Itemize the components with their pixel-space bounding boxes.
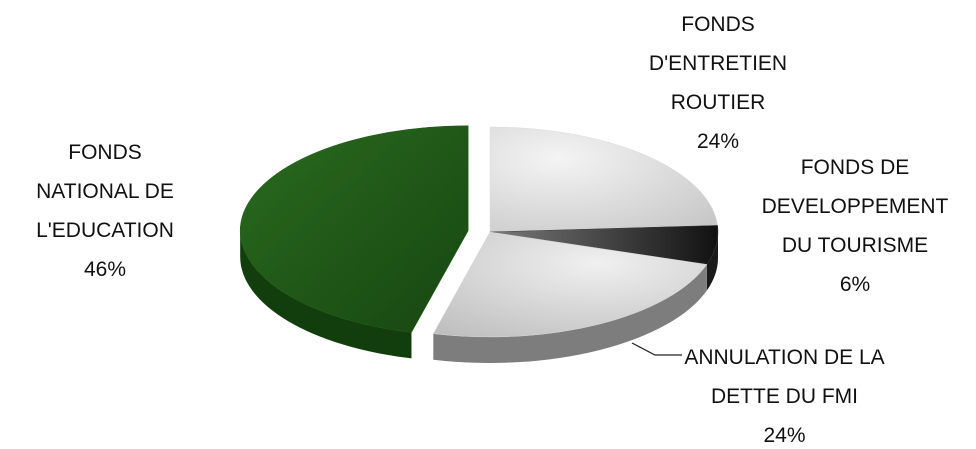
slice	[239, 125, 469, 359]
slice-side	[433, 264, 707, 364]
slice-side	[706, 232, 718, 291]
category-name: ANNULATION DE LA DETTE DU FMI	[684, 346, 885, 408]
leader-line	[631, 342, 682, 356]
slice-side	[240, 230, 412, 359]
slice-label: ANNULATION DE LA DETTE DU FMI 24%	[677, 338, 892, 449]
value-label: 46%	[83, 258, 127, 281]
category-name: FONDS NATIONAL DE L'EDUCATION	[36, 141, 174, 242]
slice	[432, 231, 708, 364]
slice-label: FONDS NATIONAL DE L'EDUCATION 46%	[15, 133, 195, 289]
category-name: FONDS DE DEVELOPPEMENT DU TOURISME	[761, 156, 949, 257]
slice-label: FONDS D'ENTRETIEN ROUTIER 24%	[628, 5, 808, 161]
value-label: 24%	[763, 424, 806, 447]
slice-top	[489, 126, 718, 233]
value-label: 6%	[839, 273, 871, 296]
slice-label: FONDS DE DEVELOPPEMENT DU TOURISME 6%	[755, 148, 955, 304]
category-name: FONDS D'ENTRETIEN ROUTIER	[648, 13, 788, 114]
slice-top	[239, 125, 469, 333]
slice-top	[432, 231, 708, 338]
slice	[489, 126, 718, 233]
value-label: 24%	[696, 130, 740, 153]
